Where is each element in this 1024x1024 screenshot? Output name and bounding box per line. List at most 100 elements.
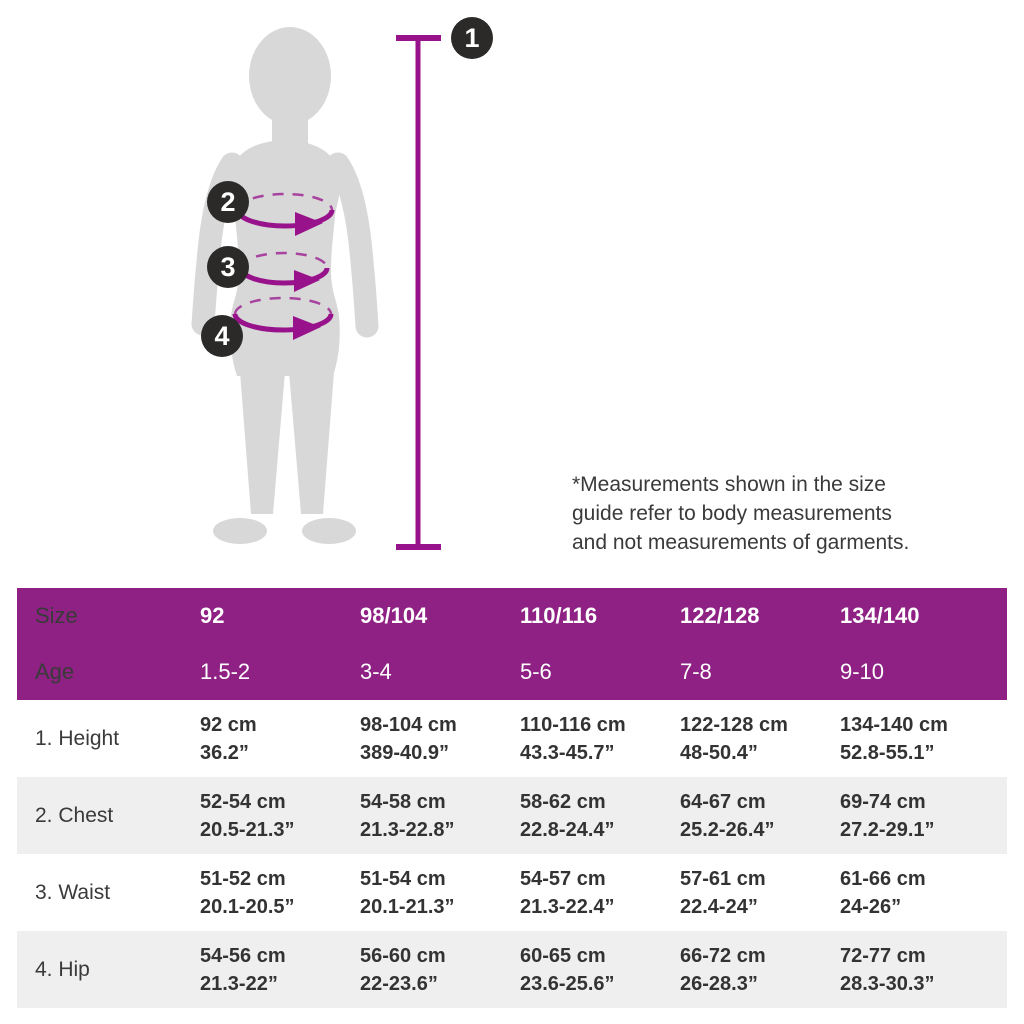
cm-value: 54-56 cm <box>200 944 286 967</box>
inch-value: 20.1-21.3” <box>360 895 455 918</box>
chest-cell-3: 58-62 cm 22.8-24.4” <box>520 788 680 844</box>
left-foot-shape <box>213 518 267 544</box>
row-label-chest: 2. Chest <box>35 803 114 827</box>
table-row-height: 1. Height 92 cm 36.2” 98-104 cm 389-40.9… <box>17 700 1007 777</box>
hip-ring-front-arc <box>232 313 334 333</box>
cm-value: 66-72 cm <box>680 944 766 967</box>
table-row-hip: 4. Hip 54-56 cm 21.3-22” 56-60 cm 22-23.… <box>17 931 1007 1008</box>
chest-cell-5: 69-74 cm 27.2-29.1” <box>840 788 1007 844</box>
note-line-1: *Measurements shown in the size <box>572 473 886 496</box>
waist-cell-1: 51-52 cm 20.1-20.5” <box>200 865 360 921</box>
height-measure-line <box>396 35 441 550</box>
age-col-1: 1.5-2 <box>200 659 251 684</box>
cm-value: 52-54 cm <box>200 790 286 813</box>
size-header-row: Size 92 98/104 110/116 122/128 134/140 <box>17 588 1007 644</box>
hip-cell-3: 60-65 cm 23.6-25.6” <box>520 942 680 998</box>
inch-value: 21.3-22” <box>200 972 278 995</box>
height-cell-3: 110-116 cm 43.3-45.7” <box>520 711 680 767</box>
table-row-chest: 2. Chest 52-54 cm 20.5-21.3” 54-58 cm 21… <box>17 777 1007 854</box>
inch-value: 21.3-22.8” <box>360 818 455 841</box>
cm-value: 54-58 cm <box>360 790 446 813</box>
note-line-2: guide refer to body measurements <box>572 502 892 525</box>
note-line-3: and not measurements of garments. <box>572 531 910 554</box>
cm-value: 69-74 cm <box>840 790 926 813</box>
waist-cell-3: 54-57 cm 21.3-22.4” <box>520 865 680 921</box>
waist-ring-arrowhead <box>294 270 320 292</box>
chest-ring-arrowhead <box>295 212 323 236</box>
cm-value: 60-65 cm <box>520 944 606 967</box>
chest-cell-4: 64-67 cm 25.2-26.4” <box>680 788 840 844</box>
size-header-label: Size <box>35 603 78 628</box>
marker-1-number: 1 <box>464 22 480 53</box>
inch-value: 22-23.6” <box>360 972 438 995</box>
hip-cell-4: 66-72 cm 26-28.3” <box>680 942 840 998</box>
inch-value: 389-40.9” <box>360 741 449 764</box>
size-col-4: 122/128 <box>680 603 760 628</box>
neck-shape <box>272 100 308 148</box>
cm-value: 72-77 cm <box>840 944 926 967</box>
hip-cell-5: 72-77 cm 28.3-30.3” <box>840 942 1007 998</box>
waist-cell-4: 57-61 cm 22.4-24” <box>680 865 840 921</box>
marker-3-waist-badge: 3 <box>207 246 249 288</box>
inch-value: 27.2-29.1” <box>840 818 935 841</box>
silhouette-body <box>213 27 356 544</box>
marker-2-chest-badge: 2 <box>207 181 249 223</box>
cm-value: 58-62 cm <box>520 790 606 813</box>
right-leg-shape <box>289 372 334 514</box>
hip-ring-back-arc <box>233 296 333 315</box>
row-label-waist: 3. Waist <box>35 880 111 904</box>
inch-value: 20.1-20.5” <box>200 895 295 918</box>
girth-ring-arrows <box>293 212 323 340</box>
marker-4-hip-badge: 4 <box>201 315 243 357</box>
inch-value: 24-26” <box>840 895 902 918</box>
marker-3-number: 3 <box>220 251 236 282</box>
cm-value: 54-57 cm <box>520 867 606 890</box>
height-cell-1: 92 cm 36.2” <box>200 711 360 767</box>
chest-cell-2: 54-58 cm 21.3-22.8” <box>360 788 520 844</box>
row-label-hip: 4. Hip <box>35 957 90 981</box>
inch-value: 21.3-22.4” <box>520 895 615 918</box>
cm-value: 51-54 cm <box>360 867 446 890</box>
torso-shape <box>230 140 340 376</box>
head-shape <box>249 27 331 125</box>
age-header-row: Age 1.5-2 3-4 5-6 7-8 9-10 <box>17 644 1007 700</box>
inch-value: 25.2-26.4” <box>680 818 775 841</box>
marker-1-height-badge: 1 <box>451 17 493 59</box>
age-col-3: 5-6 <box>520 659 552 684</box>
right-foot-shape <box>302 518 356 544</box>
age-col-5: 9-10 <box>840 659 885 684</box>
size-col-5: 134/140 <box>840 603 920 628</box>
table-row-waist: 3. Waist 51-52 cm 20.1-20.5” 51-54 cm 20… <box>17 854 1007 931</box>
row-label-height: 1. Height <box>35 726 120 750</box>
age-col-2: 3-4 <box>360 659 392 684</box>
inch-value: 48-50.4” <box>680 741 758 764</box>
cm-value: 61-66 cm <box>840 867 926 890</box>
inch-value: 22.8-24.4” <box>520 818 615 841</box>
cm-value: 51-52 cm <box>200 867 286 890</box>
inch-value: 52.8-55.1” <box>840 741 935 764</box>
measurement-note: *Measurements shown in the size guide re… <box>572 470 909 557</box>
size-col-3: 110/116 <box>520 603 598 628</box>
measurement-diagram <box>191 27 441 550</box>
inch-value: 20.5-21.3” <box>200 818 295 841</box>
chest-cell-1: 52-54 cm 20.5-21.3” <box>200 788 360 844</box>
inch-value: 26-28.3” <box>680 972 758 995</box>
size-table-header: Size 92 98/104 110/116 122/128 134/140 A… <box>17 588 1007 700</box>
inch-value: 36.2” <box>200 741 249 764</box>
waist-cell-2: 51-54 cm 20.1-21.3” <box>360 865 520 921</box>
cm-value: 92 cm <box>200 713 257 736</box>
cm-value: 134-140 cm <box>840 713 948 736</box>
inch-value: 23.6-25.6” <box>520 972 615 995</box>
inch-value: 43.3-45.7” <box>520 741 615 764</box>
height-cell-4: 122-128 cm 48-50.4” <box>680 711 840 767</box>
cm-value: 57-61 cm <box>680 867 766 890</box>
size-col-2: 98/104 <box>360 603 428 628</box>
size-col-1: 92 <box>200 603 225 628</box>
hip-ring-arrowhead <box>293 316 321 340</box>
marker-2-number: 2 <box>220 186 236 217</box>
size-table: Size 92 98/104 110/116 122/128 134/140 A… <box>17 588 1007 1008</box>
left-leg-shape <box>240 372 285 514</box>
waist-cell-5: 61-66 cm 24-26” <box>840 865 1007 921</box>
marker-4-number: 4 <box>214 320 230 351</box>
